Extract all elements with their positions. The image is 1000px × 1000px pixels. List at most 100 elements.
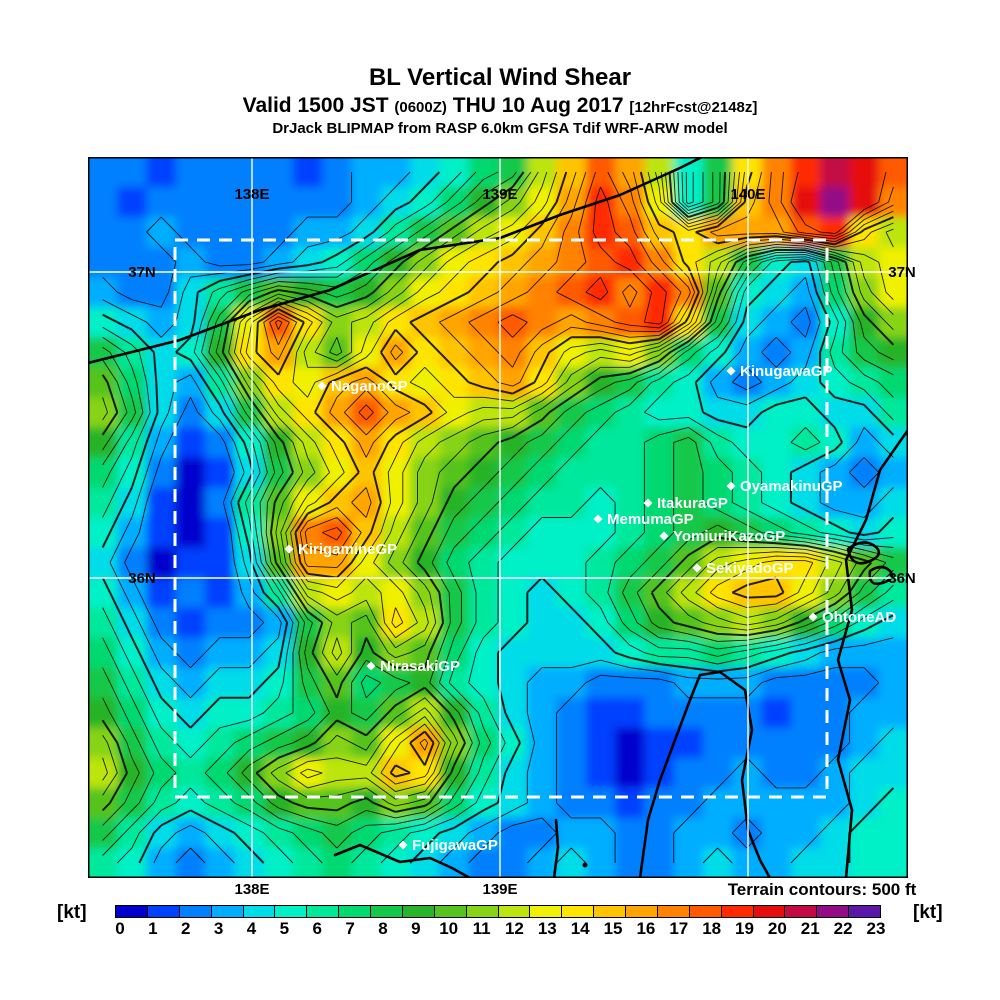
page-title: BL Vertical Wind Shear	[368, 64, 632, 91]
colorbar-segment	[433, 906, 466, 917]
colorbar-tick: 3	[213, 919, 224, 938]
colorbar-segment	[306, 906, 339, 917]
colorbar-segment	[848, 906, 880, 917]
colorbar-tick: 22	[833, 919, 853, 938]
colorbar-tick: 20	[767, 919, 787, 938]
wind-shear-map: 138E 139E 140E 37N 37N 36N 36N KinugawaGP Nagano…	[88, 157, 916, 878]
colorbar-tick: 4	[246, 919, 257, 938]
colorbar-tick: 17	[669, 919, 689, 938]
colorbar-tick: 19	[735, 919, 754, 938]
colorbar-tick: 7	[345, 919, 355, 938]
model-line: DrJack BLIPMAP from RASP 6.0km GFSA Tdif…	[272, 120, 728, 137]
colorbar-tick: 15	[603, 919, 623, 938]
map-layers	[88, 157, 908, 878]
colorbar-segment	[752, 906, 785, 917]
colorbar-segment	[529, 906, 562, 917]
station-marker-icon	[398, 840, 408, 850]
valid-time-line: Valid 1500 JST (0600Z) THU 10 Aug 2017 […	[0, 94, 1000, 118]
station-marker-icon	[659, 531, 669, 541]
forecast-cycle: [12hrFcst@2148z]	[629, 99, 758, 116]
valid-time-date: THU 10 Aug 2017	[446, 94, 630, 117]
bottom-axis-label: 138E	[234, 881, 270, 898]
colorbar-segment	[816, 906, 849, 917]
colorbar-tick: 0	[115, 919, 125, 938]
colorbar-units-left: [kt]	[57, 902, 87, 923]
station-label: KinugawaGP	[740, 363, 833, 380]
colorbar-tick: 2	[181, 919, 191, 938]
colorbar-segment	[370, 906, 402, 917]
parallel-label: 36N	[888, 570, 916, 587]
station-label: NirasakiGP	[380, 658, 460, 675]
station-label: FujigawaGP	[412, 837, 498, 854]
colorbar-tick: 12	[504, 919, 524, 938]
graticule	[88, 157, 908, 878]
meridian-label: 138E	[234, 186, 269, 203]
station-marker-icon	[726, 481, 736, 491]
parallel-label: 37N	[888, 264, 916, 281]
terrain-note: Terrain contours: 500 ft	[727, 880, 917, 899]
station-marker-icon	[593, 514, 603, 524]
colorbar-tick: 1	[148, 919, 158, 938]
shear-field	[88, 157, 908, 878]
colorbar-segment	[688, 906, 721, 917]
station-marker-icon	[284, 544, 294, 554]
parallel-label: 36N	[128, 570, 156, 587]
colorbar-segment	[210, 906, 243, 917]
valid-time-main: Valid 1500 JST	[242, 94, 395, 117]
stations: KinugawaGP NaganoGP OyamakinuGP ItakuraGPMe…	[284, 363, 896, 854]
station-marker-icon	[643, 498, 653, 508]
colorbar-tick: 16	[636, 919, 656, 938]
station-label: KirigamineGP	[298, 541, 397, 558]
valid-time-utc: (0600Z)	[394, 99, 447, 116]
colorbar-tick: 21	[800, 919, 820, 938]
colorbar-tick: 18	[702, 919, 722, 938]
colorbar-segment	[401, 906, 434, 917]
colorbar	[115, 905, 881, 918]
colorbar-segment	[593, 906, 625, 917]
station-marker-icon	[692, 563, 702, 573]
station-marker-icon	[317, 381, 327, 391]
station-label: YomiuriKazoGP	[673, 528, 785, 545]
graticule-labels: 138E 139E 140E 37N 37N 36N 36N	[128, 186, 916, 587]
colorbar-segment	[242, 906, 275, 917]
station-label: OyamakinuGP	[740, 478, 843, 495]
colorbar-segment	[784, 906, 817, 917]
station-marker-icon	[808, 612, 818, 622]
colorbar-segment	[720, 906, 753, 917]
station-label: SekiyadoGP	[706, 560, 794, 577]
colorbar-segment	[116, 906, 147, 917]
meridian-label: 139E	[482, 186, 517, 203]
station-marker-icon	[366, 661, 376, 671]
station-label: OhtoneAD	[822, 609, 896, 626]
colorbar-tick: 8	[378, 919, 388, 938]
bottom-axis-label: 139E	[482, 881, 518, 898]
station-label: MemumaGP	[607, 511, 694, 528]
colorbar-segment	[146, 906, 179, 917]
station-label: ItakuraGP	[657, 495, 728, 512]
colorbar-segment	[274, 906, 307, 917]
colorbar-ticks: 0 1 2 3 4 5 6 7 8 9 10 11 12 13 14 15 16 17 18 19 20 21 22 23	[0, 919, 1000, 941]
meridian-label: 140E	[730, 186, 765, 203]
colorbar-segment	[656, 906, 689, 917]
colorbar-tick: 11	[472, 919, 491, 938]
colorbar-tick: 6	[312, 919, 322, 938]
colorbar-units-right: [kt]	[913, 902, 943, 923]
map-border	[88, 157, 908, 878]
colorbar-tick: 14	[570, 919, 590, 938]
colorbar-tick: 5	[279, 919, 290, 938]
colorbar-segment	[338, 906, 370, 917]
terrain-contours	[101, 171, 895, 864]
parallel-label: 37N	[128, 264, 156, 281]
colorbar-tick: 23	[866, 919, 886, 938]
station-label: NaganoGP	[331, 378, 408, 395]
colorbar-segment	[561, 906, 594, 917]
station-marker-icon	[726, 366, 736, 376]
colorbar-segment	[465, 906, 498, 917]
colorbar-tick: 10	[439, 919, 459, 938]
colorbar-segment	[178, 906, 211, 917]
colorbar-segment	[497, 906, 530, 917]
colorbar-tick: 13	[537, 919, 557, 938]
model-domain-outline	[173, 238, 829, 799]
colorbar-tick: 9	[411, 919, 421, 938]
